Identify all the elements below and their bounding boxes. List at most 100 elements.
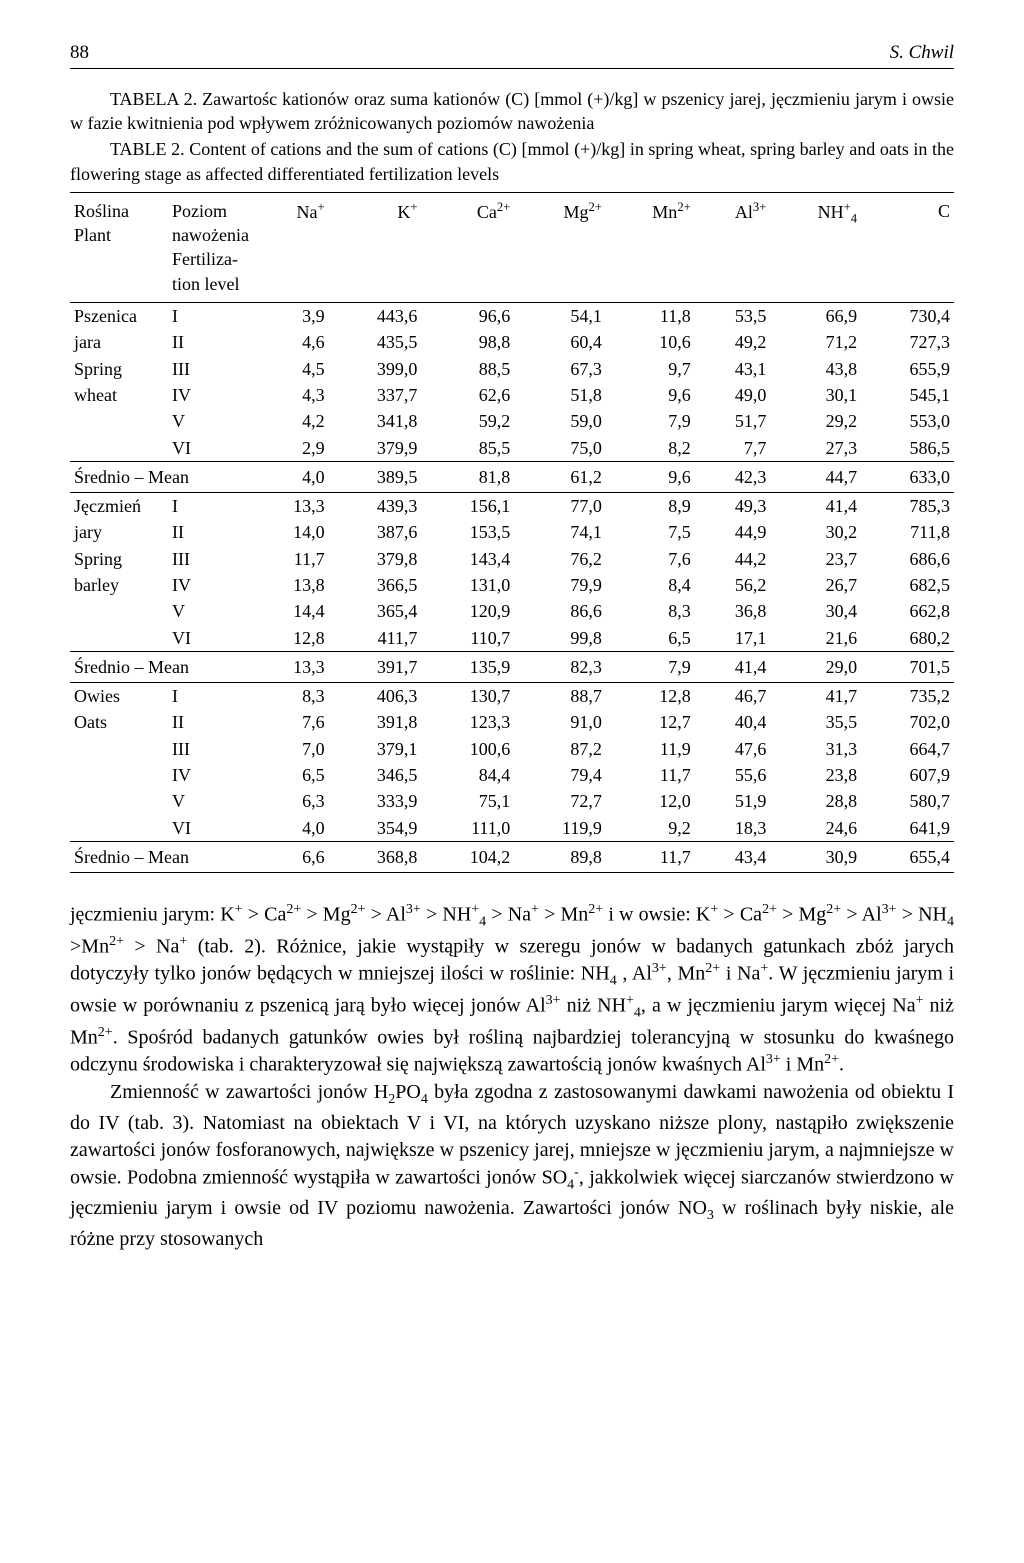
value-cell: 443,6: [329, 303, 422, 330]
value-cell: 580,7: [861, 788, 954, 814]
value-cell: 664,7: [861, 736, 954, 762]
value-cell: 6,5: [253, 762, 329, 788]
value-cell: 711,8: [861, 519, 954, 545]
mean-value-cell: 61,2: [514, 461, 606, 492]
value-cell: 7,6: [253, 709, 329, 735]
plant-cell: [70, 788, 168, 814]
col-nh: NH+4: [770, 193, 861, 303]
value-cell: 4,5: [253, 356, 329, 382]
col-mg: Mg2+: [514, 193, 606, 303]
value-cell: 9,7: [606, 356, 695, 382]
value-cell: 84,4: [421, 762, 514, 788]
value-cell: 354,9: [329, 815, 422, 842]
mean-value-cell: 104,2: [421, 841, 514, 872]
value-cell: 4,0: [253, 815, 329, 842]
mean-value-cell: 44,7: [770, 461, 861, 492]
value-cell: 8,3: [606, 598, 695, 624]
value-cell: 641,9: [861, 815, 954, 842]
value-cell: 6,3: [253, 788, 329, 814]
value-cell: 4,2: [253, 408, 329, 434]
value-cell: 76,2: [514, 546, 606, 572]
mean-value-cell: 368,8: [329, 841, 422, 872]
value-cell: 13,3: [253, 493, 329, 520]
plant-cell: [70, 435, 168, 462]
value-cell: 8,2: [606, 435, 695, 462]
mean-value-cell: 43,4: [695, 841, 771, 872]
mean-value-cell: 81,8: [421, 461, 514, 492]
value-cell: 49,2: [695, 329, 771, 355]
value-cell: 4,3: [253, 382, 329, 408]
table-row: barleyIV13,8366,5131,079,98,456,226,7682…: [70, 572, 954, 598]
value-cell: 99,8: [514, 625, 606, 652]
mean-value-cell: 6,6: [253, 841, 329, 872]
value-cell: 28,8: [770, 788, 861, 814]
value-cell: 7,0: [253, 736, 329, 762]
value-cell: 44,2: [695, 546, 771, 572]
value-cell: 680,2: [861, 625, 954, 652]
value-cell: 30,1: [770, 382, 861, 408]
value-cell: 47,6: [695, 736, 771, 762]
value-cell: 379,9: [329, 435, 422, 462]
col-mn: Mn2+: [606, 193, 695, 303]
cation-table: Roślina Plant Poziom nawożenia Fertiliza…: [70, 192, 954, 873]
value-cell: 51,9: [695, 788, 771, 814]
value-cell: 17,1: [695, 625, 771, 652]
value-cell: 54,1: [514, 303, 606, 330]
level-cell: III: [168, 736, 253, 762]
value-cell: 49,3: [695, 493, 771, 520]
value-cell: 66,9: [770, 303, 861, 330]
value-cell: 88,7: [514, 683, 606, 710]
mean-value-cell: 29,0: [770, 651, 861, 682]
table-row: OatsII7,6391,8123,391,012,740,435,5702,0: [70, 709, 954, 735]
value-cell: 8,4: [606, 572, 695, 598]
value-cell: 55,6: [695, 762, 771, 788]
value-cell: 79,9: [514, 572, 606, 598]
mean-value-cell: 11,7: [606, 841, 695, 872]
value-cell: 399,0: [329, 356, 422, 382]
mean-value-cell: 4,0: [253, 461, 329, 492]
level-cell: II: [168, 519, 253, 545]
plant-cell: [70, 736, 168, 762]
value-cell: 3,9: [253, 303, 329, 330]
value-cell: 387,6: [329, 519, 422, 545]
value-cell: 11,7: [253, 546, 329, 572]
plant-cell: Spring: [70, 356, 168, 382]
value-cell: 682,5: [861, 572, 954, 598]
value-cell: 67,3: [514, 356, 606, 382]
table-row: IV6,5346,584,479,411,755,623,8607,9: [70, 762, 954, 788]
value-cell: 435,5: [329, 329, 422, 355]
plant-cell: Pszenica: [70, 303, 168, 330]
mean-value-cell: 9,6: [606, 461, 695, 492]
value-cell: 14,0: [253, 519, 329, 545]
value-cell: 545,1: [861, 382, 954, 408]
level-cell: II: [168, 709, 253, 735]
level-cell: V: [168, 598, 253, 624]
value-cell: 7,6: [606, 546, 695, 572]
plant-cell: jary: [70, 519, 168, 545]
value-cell: 366,5: [329, 572, 422, 598]
table-row: SpringIII4,5399,088,567,39,743,143,8655,…: [70, 356, 954, 382]
value-cell: 12,7: [606, 709, 695, 735]
value-cell: 43,1: [695, 356, 771, 382]
plant-cell: Owies: [70, 683, 168, 710]
level-cell: V: [168, 408, 253, 434]
value-cell: 31,3: [770, 736, 861, 762]
level-cell: VI: [168, 625, 253, 652]
plant-cell: [70, 762, 168, 788]
value-cell: 77,0: [514, 493, 606, 520]
value-cell: 702,0: [861, 709, 954, 735]
value-cell: 662,8: [861, 598, 954, 624]
value-cell: 730,4: [861, 303, 954, 330]
col-c: C: [861, 193, 954, 303]
value-cell: 6,5: [606, 625, 695, 652]
value-cell: 75,0: [514, 435, 606, 462]
value-cell: 27,3: [770, 435, 861, 462]
value-cell: 72,7: [514, 788, 606, 814]
value-cell: 59,0: [514, 408, 606, 434]
value-cell: 59,2: [421, 408, 514, 434]
value-cell: 86,6: [514, 598, 606, 624]
col-plant: Roślina Plant: [70, 193, 168, 303]
mean-value-cell: 30,9: [770, 841, 861, 872]
mean-label: Średnio – Mean: [70, 461, 253, 492]
value-cell: 123,3: [421, 709, 514, 735]
